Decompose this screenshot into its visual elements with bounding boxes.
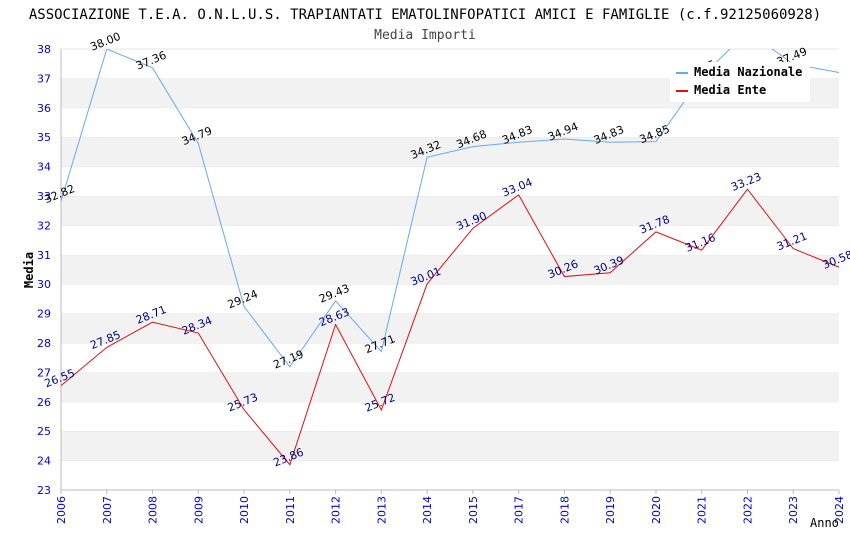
x-tick-label: 2020 — [650, 496, 663, 524]
grid-band — [61, 460, 839, 490]
x-tick-label: 2019 — [604, 496, 617, 524]
grid-band — [61, 166, 839, 196]
legend-label-media-nazionale: Media Nazionale — [694, 65, 802, 79]
y-axis-label: Media — [22, 252, 36, 288]
grid-band — [61, 225, 839, 255]
x-tick-label: 2022 — [741, 496, 754, 524]
x-tick-label: 2007 — [101, 496, 114, 524]
y-tick-label: 31 — [37, 249, 51, 262]
x-tick-label: 2021 — [696, 496, 709, 524]
chart-subtitle: Media Importi — [374, 28, 476, 43]
y-tick-label: 24 — [37, 455, 51, 468]
grid-band — [61, 284, 839, 314]
x-tick-label: 2023 — [787, 496, 800, 524]
chart-title: ASSOCIAZIONE T.E.A. O.N.L.U.S. TRAPIANTA… — [29, 7, 821, 23]
grid-band — [61, 313, 839, 343]
y-tick-label: 35 — [37, 131, 51, 144]
grid-bands — [61, 48, 839, 490]
grid-band — [61, 196, 839, 226]
x-tick-label: 2010 — [238, 496, 251, 524]
x-axis-label: Anno — [810, 516, 839, 530]
y-tick-label: 26 — [37, 396, 51, 409]
y-tick-label: 29 — [37, 308, 51, 321]
x-tick-label: 2017 — [513, 496, 526, 524]
y-tick-label: 23 — [37, 484, 51, 497]
y-tick-label: 32 — [37, 219, 51, 232]
y-tick-label: 37 — [37, 72, 51, 85]
legend-box — [670, 62, 810, 102]
y-axis-tick-labels: 23 24 25 26 27 28 29 30 31 32 33 34 35 36 37 38 — [37, 43, 51, 497]
x-tick-label: 2011 — [284, 496, 297, 524]
x-axis-tick-labels: 2006 2007 2008 2009 2010 2011 2012 2013 2014 2015… — [55, 490, 846, 524]
legend: Media Nazionale Media Ente — [670, 62, 810, 102]
x-tick-label: 2008 — [147, 496, 160, 524]
y-tick-label: 36 — [37, 102, 51, 115]
x-tick-label: 2018 — [558, 496, 571, 524]
y-tick-label: 34 — [37, 161, 51, 174]
x-tick-label: 2014 — [421, 496, 434, 524]
series-line-media-ente — [61, 188, 840, 466]
y-tick-label: 28 — [37, 337, 51, 350]
x-tick-label: 2015 — [467, 496, 480, 524]
x-tick-label: 2024 — [833, 496, 846, 524]
y-tick-label: 25 — [37, 425, 51, 438]
legend-label-media-ente: Media Ente — [694, 83, 766, 97]
y-tick-label: 33 — [37, 190, 51, 203]
x-tick-label: 2012 — [330, 496, 343, 524]
grid-band — [61, 401, 839, 432]
grid-band — [61, 343, 839, 373]
y-tick-label: 27 — [37, 366, 51, 379]
grid-band — [61, 254, 839, 285]
grid-band — [61, 372, 839, 402]
axes — [60, 49, 839, 491]
y-tick-label: 38 — [37, 43, 51, 56]
y-tick-label: 30 — [37, 278, 51, 291]
grid-band — [61, 431, 839, 461]
x-tick-label: 2006 — [55, 496, 68, 524]
grid-band — [61, 107, 839, 138]
x-tick-label: 2013 — [375, 496, 388, 524]
x-tick-label: 2009 — [192, 496, 205, 524]
